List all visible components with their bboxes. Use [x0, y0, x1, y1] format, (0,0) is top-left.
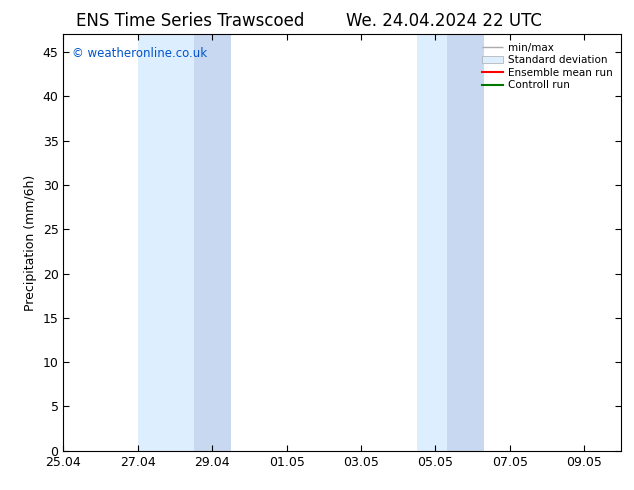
Bar [193, 34, 231, 451]
Text: We. 24.04.2024 22 UTC: We. 24.04.2024 22 UTC [346, 12, 541, 30]
Bar [446, 34, 484, 451]
Text: ENS Time Series Trawscoed: ENS Time Series Trawscoed [76, 12, 304, 30]
Bar [417, 34, 446, 451]
Bar [138, 34, 193, 451]
Y-axis label: Precipitation (mm/6h): Precipitation (mm/6h) [24, 174, 37, 311]
Text: © weatheronline.co.uk: © weatheronline.co.uk [72, 47, 207, 60]
Legend: min/max, Standard deviation, Ensemble mean run, Controll run: min/max, Standard deviation, Ensemble me… [479, 40, 616, 94]
